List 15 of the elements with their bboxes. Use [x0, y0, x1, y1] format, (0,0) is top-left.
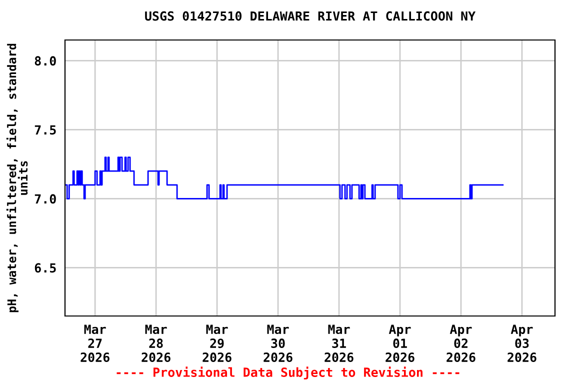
y-tick-label: 7.0	[34, 194, 56, 204]
x-tick-label: Mar 31 2026	[324, 324, 354, 362]
x-tick-label: Apr 03 2026	[508, 324, 536, 362]
x-tick-label: Mar 27 2026	[80, 324, 110, 362]
x-tick-label: Mar 28 2026	[142, 324, 170, 362]
x-tick-label: Mar 30 2026	[264, 324, 292, 362]
text: ---- Provisional Data Subject to Revision ----	[116, 366, 460, 380]
chart-title: USGS 01427510 DELAWARE RIVER AT CALLICOON NY	[145, 11, 476, 21]
y-tick-label: 7.5	[34, 125, 56, 135]
x-tick-label: Mar 29 2026	[202, 324, 232, 362]
x-tick-label: Apr 02 2026	[446, 324, 476, 362]
y-tick-label: 8.0	[34, 56, 56, 66]
y-tick-label: 6.5	[34, 263, 56, 273]
x-tick-label: Apr 01 2026	[386, 324, 414, 362]
y-axis-title: pH, water, unfiltered, field, standard units	[6, 44, 28, 312]
